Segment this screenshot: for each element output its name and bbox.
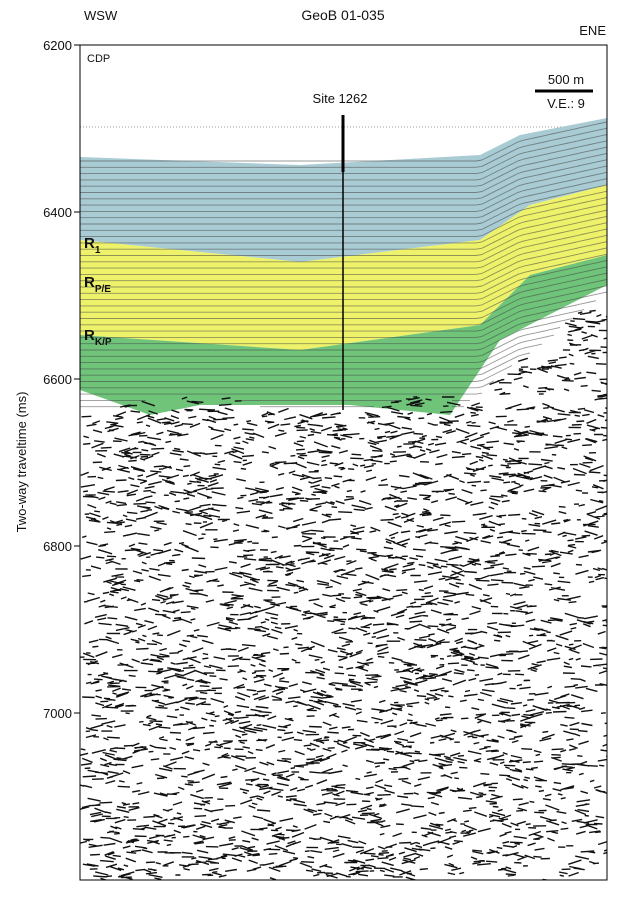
left-direction: WSW (84, 8, 118, 23)
reflector-letter: R (84, 327, 95, 344)
y-tick-label: 6800 (43, 539, 72, 554)
cdp-label: CDP (87, 53, 110, 65)
reflector-subscript: P/E (95, 284, 111, 295)
reflector-label: RP/E (84, 274, 111, 295)
reflector-letter: R (84, 274, 95, 291)
reflector-label: R1 (84, 235, 101, 256)
noise-reflections (80, 309, 607, 880)
y-tick-label: 6600 (43, 372, 72, 387)
title: GeoB 01-035 (301, 7, 384, 23)
y-tick-label: 6400 (43, 205, 72, 220)
panel-frame (79, 44, 608, 881)
reflector-subscript: 1 (95, 245, 101, 256)
layer-reflections (80, 121, 607, 408)
reflector-letter: R (84, 235, 95, 252)
y-axis: 6200 6400 6600 6800 7000 (43, 38, 80, 721)
ve-label: V.E.: 9 (547, 96, 585, 111)
seismic-reflections (80, 121, 607, 880)
scale-label: 500 m (548, 72, 584, 87)
reflector-subscript: K/P (95, 337, 112, 348)
y-axis-label: Two-way traveltime (ms) (14, 392, 29, 533)
y-tick-label: 7000 (43, 706, 72, 721)
reflector-label: RK/P (84, 327, 112, 348)
right-direction: ENE (579, 23, 606, 38)
seismic-panel (80, 45, 607, 880)
y-tick-label: 6200 (43, 38, 72, 53)
site-label: Site 1262 (313, 91, 368, 106)
